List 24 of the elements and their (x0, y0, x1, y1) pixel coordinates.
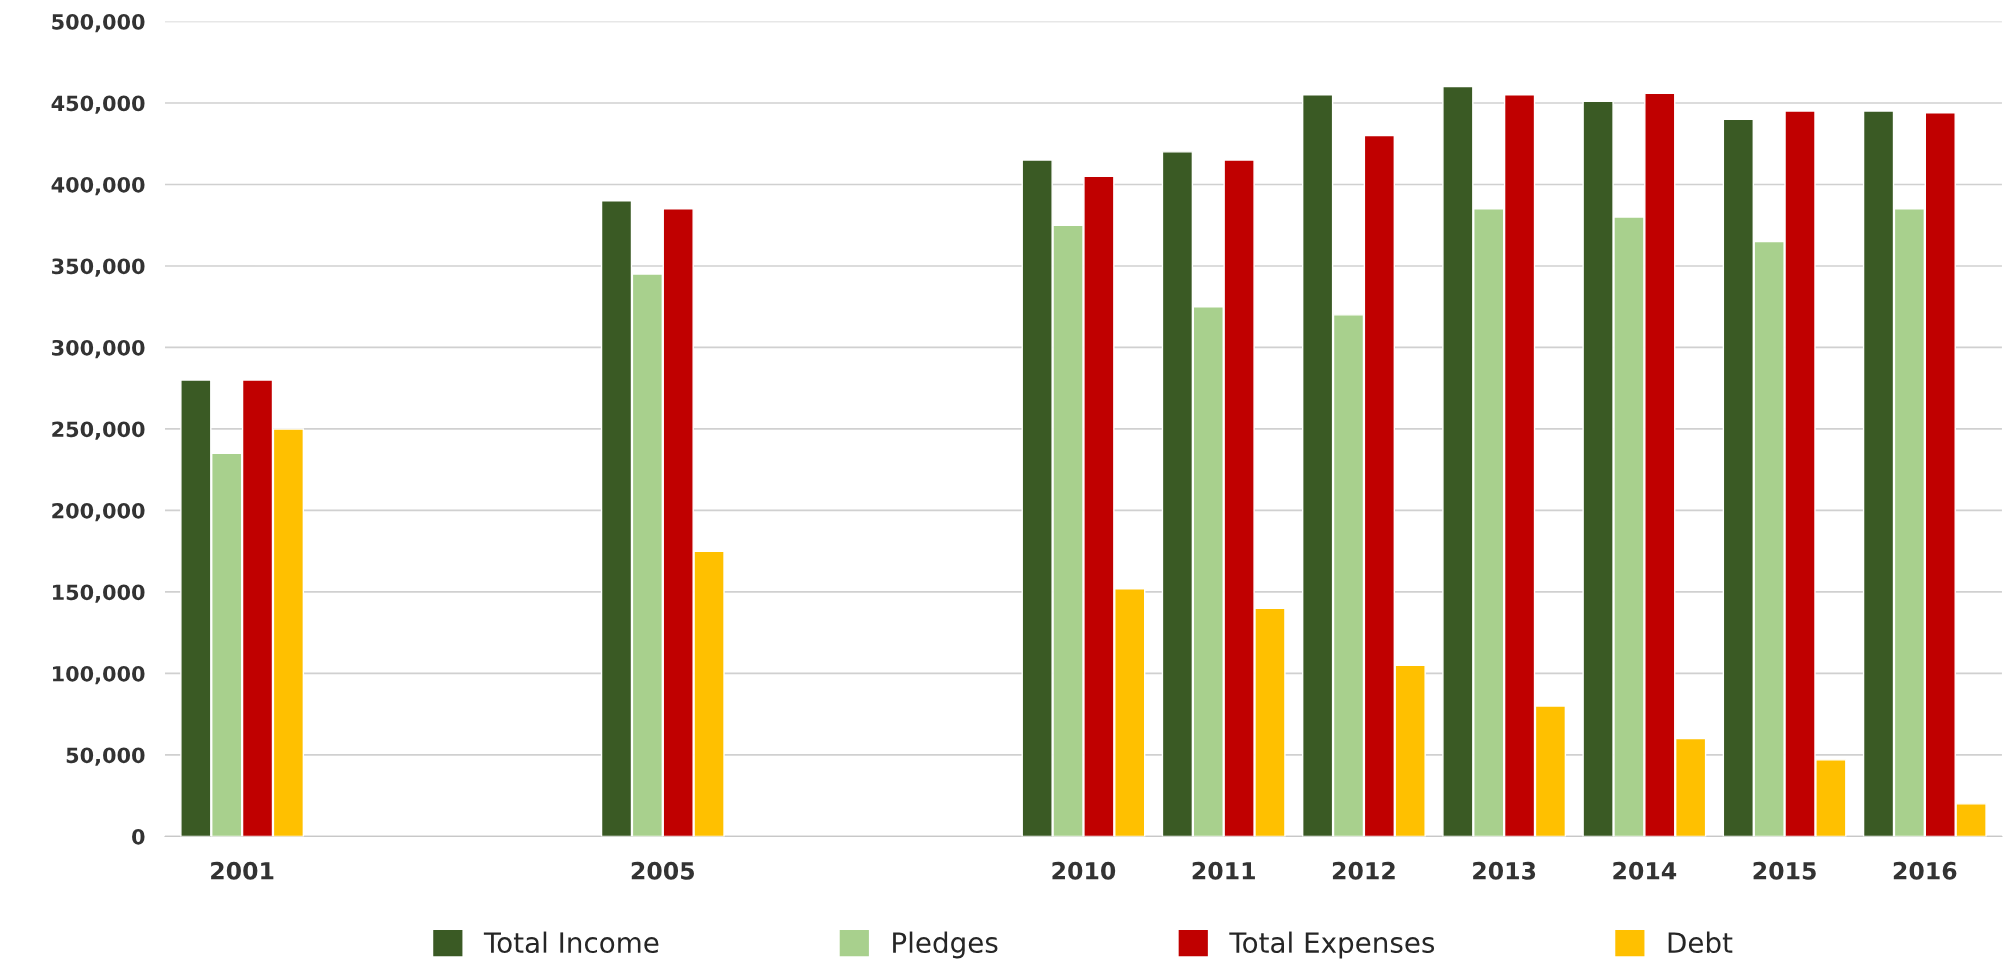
x-tick-label: 2011 (1192, 861, 1255, 880)
y-tick-label: 400,000 (51, 176, 145, 196)
x-tick-label: 2012 (1332, 861, 1395, 880)
legend-label: Pledges (893, 931, 998, 959)
legend-label: Total Expenses (1229, 931, 1435, 959)
legend-label: Debt (1668, 931, 1733, 954)
y-tick-label: 150,000 (53, 584, 145, 603)
x-tick-label: 2005 (631, 861, 694, 880)
y-tick-label: 50,000 (66, 747, 145, 766)
x-tick-label: 2014 (1613, 861, 1677, 880)
x-tick-label: 2015 (1753, 861, 1816, 880)
x-tick-label: 2013 (1473, 861, 1536, 880)
x-tick-label: 2001 (211, 861, 274, 880)
y-tick-label: 500,000 (52, 13, 145, 33)
y-tick-label: 200,000 (52, 502, 145, 522)
x-tick-label: 2010 (1052, 861, 1116, 880)
y-tick-label: 450,000 (51, 95, 145, 114)
y-tick-label: 100,000 (53, 665, 145, 685)
x-tick-label: 2016 (1893, 861, 1957, 880)
y-tick-label: 0 (132, 828, 145, 845)
y-tick-label: 350,000 (52, 258, 145, 277)
legend-label: Total Income (483, 931, 659, 954)
y-tick-label: 300,000 (52, 339, 145, 359)
y-tick-label: 250,000 (52, 421, 145, 440)
